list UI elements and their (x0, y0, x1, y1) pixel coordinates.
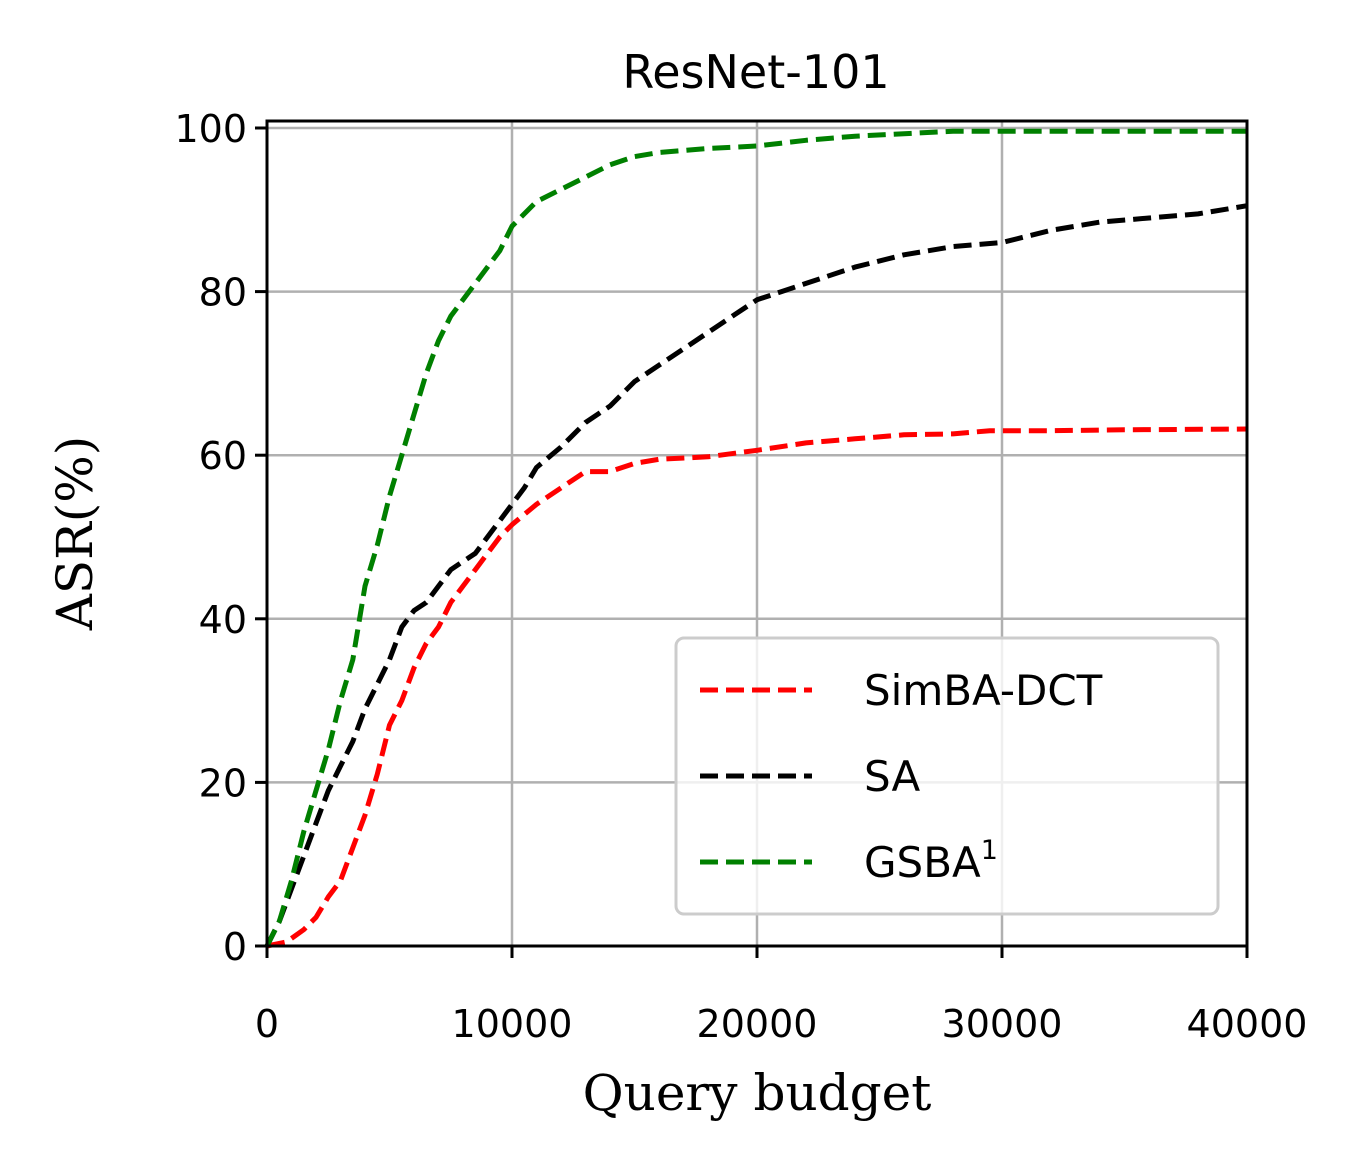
y-tick-label: 20 (199, 761, 247, 805)
x-tick-label: 0 (255, 1002, 279, 1046)
x-tick-label: 10000 (452, 1002, 573, 1046)
legend-box (674, 636, 1220, 916)
chart-title: ResNet-101 (622, 45, 889, 99)
legend-label-simba-dct: SimBA-DCT (864, 666, 1103, 715)
series-line-simba-dct (266, 426, 1248, 949)
x-tick-label: 40000 (1187, 1002, 1308, 1046)
axis-ticks: 0 10000 20000 30000 40000 0 20 40 60 80 100 (174, 107, 1307, 1046)
y-tick-label: 100 (174, 107, 247, 151)
series-lines (264, 128, 1248, 949)
x-tick-label: 20000 (697, 1002, 818, 1046)
x-axis-label: Query budget (583, 1064, 932, 1122)
y-axis-label: ASR(%) (46, 436, 104, 632)
y-tick-label: 0 (223, 925, 247, 969)
y-tick-label: 40 (199, 598, 247, 642)
legend-label-gsba: GSBA1 (864, 835, 998, 887)
y-tick-label: 80 (199, 271, 247, 315)
x-tick-label: 30000 (942, 1002, 1063, 1046)
series-line-sa (264, 203, 1248, 948)
legend: SimBA-DCT SA GSBA1 (674, 636, 1220, 916)
series-line-gsba (264, 128, 1247, 948)
y-tick-label: 60 (199, 434, 247, 478)
legend-label-sa: SA (864, 752, 920, 801)
